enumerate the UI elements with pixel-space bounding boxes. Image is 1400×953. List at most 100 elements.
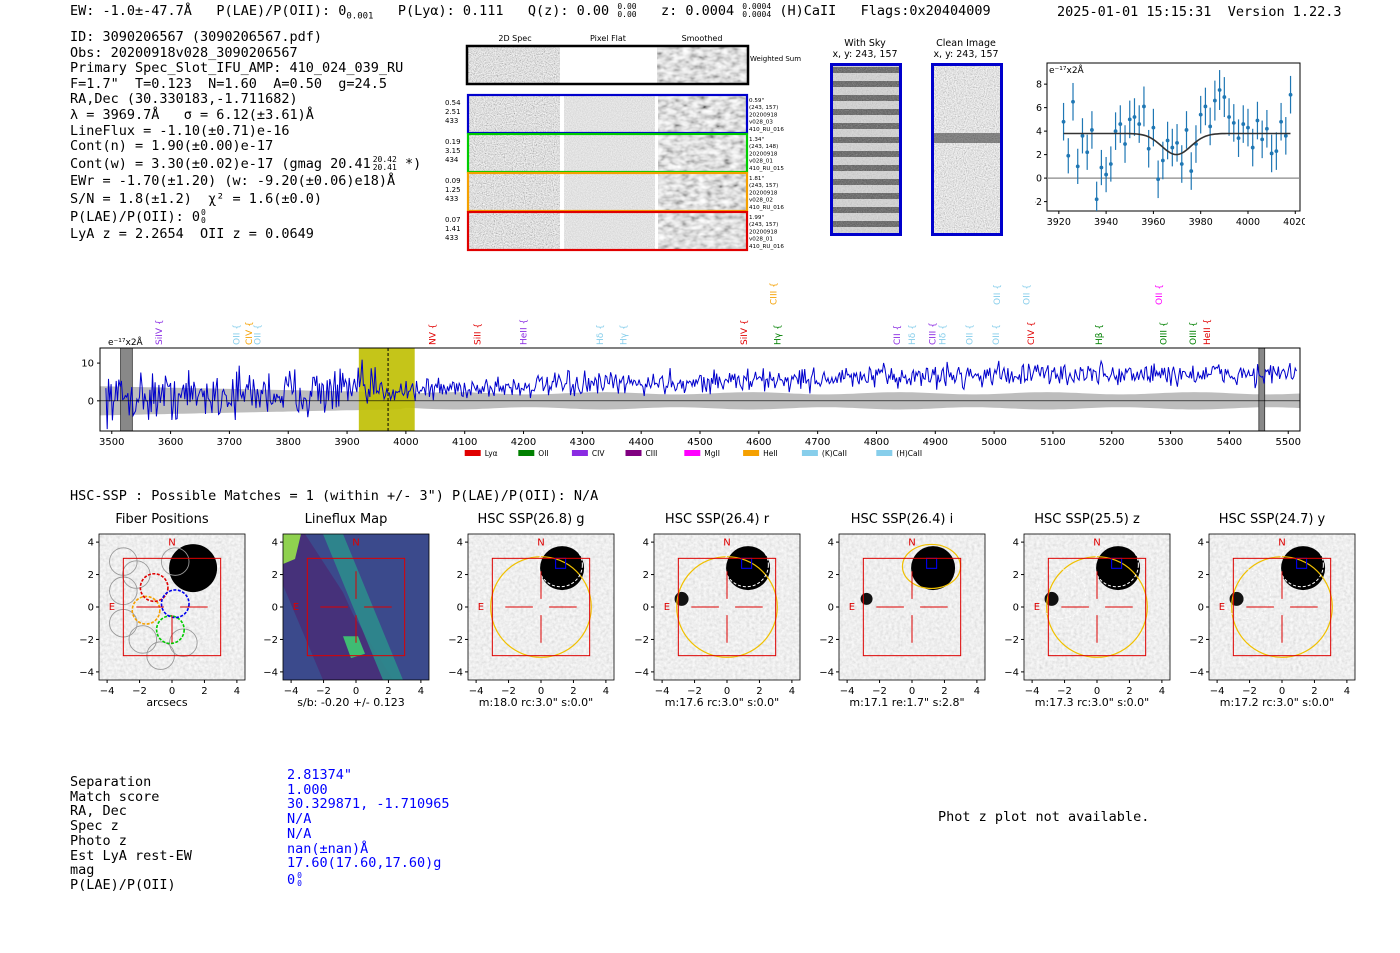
legend-label: (K)CaII bbox=[822, 449, 847, 458]
lineflux-band bbox=[323, 534, 403, 680]
spectrum-xtick-label: 4600 bbox=[746, 437, 771, 448]
emission-line-label: HeII { bbox=[1203, 319, 1213, 345]
fiber-circle bbox=[155, 615, 185, 645]
match-label-specz: Spec z bbox=[70, 818, 119, 835]
zoom-data-point bbox=[1127, 117, 1132, 122]
fiber-row-separator bbox=[655, 134, 658, 172]
legend-label: (H)CaII bbox=[896, 449, 922, 458]
fiber-row-left-label: 434 bbox=[445, 156, 459, 164]
legend-label: CIII bbox=[646, 449, 658, 458]
spectrum-xtick-label: 4700 bbox=[805, 437, 830, 448]
panel-ytick-label: −2 bbox=[1189, 635, 1204, 646]
match-value-plae: 0 bbox=[287, 871, 296, 888]
legend-label: CIV bbox=[592, 449, 605, 458]
aperture-circle bbox=[490, 556, 592, 658]
fiber-row-left-label: 1.25 bbox=[445, 186, 461, 194]
legend-label: OII bbox=[538, 449, 548, 458]
search-box bbox=[1047, 557, 1147, 657]
hsc-header: HSC-SSP : Possible Matches = 1 (within +… bbox=[70, 488, 599, 504]
aperture-circle bbox=[1231, 556, 1333, 658]
fiber-row-left-label: 1.41 bbox=[445, 225, 461, 233]
spectrum-xtick-label: 4400 bbox=[628, 437, 653, 448]
emission-line-label: OII { bbox=[992, 324, 1002, 345]
full-spectrum-plot: e⁻¹⁷x2Å 0 10 3500 3600 3700 3800 3900 4000 4100 42… bbox=[81, 282, 1301, 458]
north-label: N bbox=[1278, 537, 1285, 548]
emission-line-label: Hδ { bbox=[596, 324, 606, 345]
fiber-row-right-label: 410_RU_015 bbox=[749, 166, 784, 172]
zoom-data-point bbox=[1241, 122, 1246, 126]
emission-line-label: HeII { bbox=[520, 319, 530, 345]
emission-line-label: OII { bbox=[1155, 284, 1165, 305]
panel-xtick-label: 0 bbox=[724, 686, 730, 697]
spectrum-xtick-label: 3700 bbox=[217, 437, 242, 448]
hsc-panel-image: N E 4 −4 2 −2 0 0 −2 2 −4 4 bbox=[634, 533, 801, 697]
search-box bbox=[122, 557, 222, 657]
panel-ytick-label: −2 bbox=[1004, 635, 1019, 646]
zoom-data-point bbox=[1212, 98, 1217, 103]
zoom-data-point bbox=[1189, 169, 1194, 173]
info-plae-sub: 0 bbox=[201, 215, 206, 225]
zoom-data-point bbox=[1113, 129, 1118, 134]
info-lambda: λ = 3969.7Å σ = 6.12(±3.61)Å bbox=[70, 106, 314, 123]
panel-ytick-label: 2 bbox=[643, 570, 649, 581]
hsc-panel-title: HSC SSP(24.7) y bbox=[1218, 512, 1326, 527]
lineflux-hotspot bbox=[343, 636, 365, 659]
fiber-row-smoothed bbox=[657, 134, 747, 172]
emission-line-label: CIII { bbox=[928, 322, 938, 345]
spectrum-xtick-label: 4000 bbox=[393, 437, 418, 448]
aperture-circle bbox=[1046, 556, 1148, 658]
panel-ytick-label: −4 bbox=[819, 667, 834, 678]
panel-xtick-label: −4 bbox=[100, 686, 115, 697]
zoom-data-point bbox=[1236, 136, 1241, 141]
spectrum-line bbox=[105, 359, 1297, 430]
panel-xtick-label: −2 bbox=[132, 686, 147, 697]
match-label-ew: Est LyA rest-EW bbox=[70, 847, 192, 864]
match-value-radec: 30.329871, -1.710965 bbox=[287, 796, 450, 813]
legend-swatch bbox=[876, 450, 893, 456]
emission-line-label: CII { bbox=[893, 325, 903, 345]
spectrum-axes-frame bbox=[99, 347, 1301, 432]
panel-ytick-label: −4 bbox=[634, 667, 649, 678]
zoom-data-point bbox=[1099, 165, 1104, 170]
panel-xtick-label: 4 bbox=[603, 686, 609, 697]
zoom-xtick-label: 3920 bbox=[1047, 217, 1071, 228]
panel-ytick-label: 0 bbox=[88, 603, 94, 614]
zoom-xtick-label: 3940 bbox=[1094, 217, 1118, 228]
zoom-data-point bbox=[1156, 177, 1161, 182]
panel-xtick-label: 2 bbox=[201, 686, 207, 697]
panel-ytick-label: 4 bbox=[88, 538, 94, 549]
info-fparams: F=1.7" T=0.123 N=1.60 A=0.50 g=24.5 bbox=[70, 75, 387, 92]
panel-ytick-label: 0 bbox=[272, 603, 278, 614]
info-contw: Cont(w) = 3.30(±0.02)e-17 (gmag 20.41 bbox=[70, 155, 371, 172]
zoom-data-point bbox=[1208, 124, 1213, 129]
emission-line-label: Hβ { bbox=[1095, 324, 1105, 345]
match-value-mag: 17.60(17.60,17.60)g bbox=[287, 855, 442, 872]
match-value-photoz: N/A bbox=[287, 825, 312, 842]
panel-ytick-label: −4 bbox=[79, 667, 94, 678]
zoom-ytick-label: 6 bbox=[1036, 103, 1042, 114]
match-label-radec: RA, Dec bbox=[70, 803, 127, 820]
fiber-row-left-label: 0.09 bbox=[445, 177, 461, 185]
east-label: E bbox=[1034, 602, 1040, 613]
hsc-panel-image: N E 4 −4 2 −2 0 0 −2 2 −4 4 bbox=[1189, 533, 1356, 697]
panel-xtick-label: −4 bbox=[840, 686, 855, 697]
zoom-data-point bbox=[1279, 119, 1283, 124]
spectrum-xtick-label: 5100 bbox=[1040, 437, 1065, 448]
match-label-plae: P(LAE)/P(OII) bbox=[70, 876, 176, 893]
hsc-panel-title: Fiber Positions bbox=[115, 512, 209, 527]
clean-image-xy: x, y: 243, 157 bbox=[933, 49, 999, 60]
fiber-row-right-label: (243, 157) bbox=[749, 105, 778, 111]
panel-ytick-label: 2 bbox=[1013, 570, 1019, 581]
photz-note: Phot z plot not available. bbox=[938, 809, 1150, 825]
emission-line-label: Hγ { bbox=[620, 324, 630, 345]
zoom-data-point bbox=[1264, 126, 1269, 131]
info-lineflux: LineFlux = -1.10(±0.71)e-16 bbox=[70, 122, 290, 139]
east-label: E bbox=[849, 602, 855, 613]
emission-line-label: OII { bbox=[232, 324, 242, 345]
spectrum-xtick-label: 5400 bbox=[1217, 437, 1242, 448]
emission-line-label: OIII { bbox=[1160, 321, 1170, 345]
weighted-sum-2dspec bbox=[468, 46, 560, 84]
fiber-row-left-label: 0.54 bbox=[445, 99, 461, 107]
